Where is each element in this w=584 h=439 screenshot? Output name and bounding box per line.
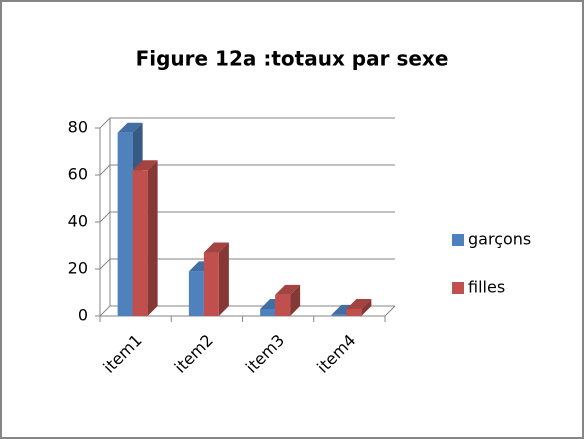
bar	[331, 314, 347, 316]
bar	[188, 271, 204, 316]
legend-swatch	[452, 234, 464, 246]
y-tick-label: 20	[68, 259, 88, 278]
grid-line	[99, 117, 111, 129]
chart-title: Figure 12a :totaux par sexe	[136, 47, 449, 71]
bar	[117, 132, 133, 316]
bar-side	[361, 298, 372, 316]
bar	[132, 170, 148, 316]
y-tick-label: 0	[78, 306, 88, 325]
bar-side	[290, 284, 301, 316]
bar-top	[275, 284, 301, 295]
legend-label: filles	[468, 278, 505, 297]
bar-top	[117, 122, 143, 133]
bar-top	[132, 160, 158, 171]
bar-top	[346, 298, 372, 309]
legend-swatch	[452, 282, 464, 294]
y-tick-label: 60	[68, 165, 88, 184]
bar-top	[203, 242, 229, 253]
grid-line	[99, 164, 111, 176]
legend-label: garçons	[468, 230, 531, 249]
y-tick-label: 40	[68, 212, 88, 231]
grid-line	[99, 258, 111, 270]
grid-line	[99, 305, 111, 317]
bar-side	[218, 242, 229, 316]
bar	[203, 252, 219, 316]
bar	[346, 308, 362, 316]
bar	[260, 308, 276, 316]
y-tick-label: 80	[68, 118, 88, 137]
bar	[275, 294, 291, 316]
bar-side	[147, 160, 158, 316]
grid-line	[99, 211, 111, 223]
